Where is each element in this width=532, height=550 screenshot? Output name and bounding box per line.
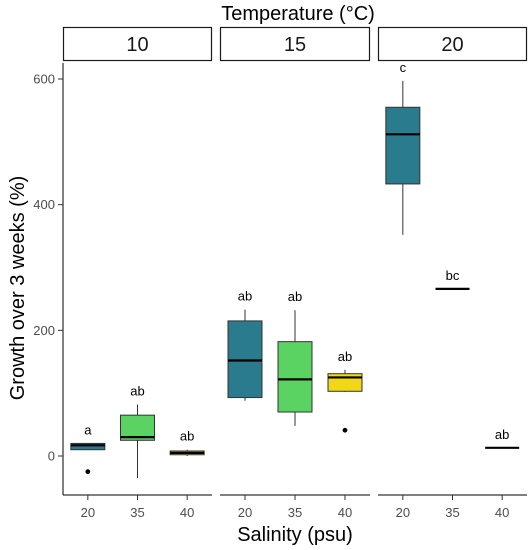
plot-area: 0 200 400 600 10 20 a 35 ab 40 ab 15 20 ab 35 ab 40 ab 20 2… bbox=[33, 26, 528, 520]
box bbox=[227, 320, 263, 399]
facet-strip bbox=[62, 26, 213, 62]
facet-strip-label: 10 bbox=[126, 34, 148, 56]
significance-letter: ab bbox=[180, 429, 194, 444]
x-tick-label: 35 bbox=[130, 505, 144, 520]
box bbox=[327, 373, 363, 392]
x-tick-label: 20 bbox=[81, 505, 95, 520]
x-tick-label: 35 bbox=[288, 505, 302, 520]
x-axis-title: Salinity (psu) bbox=[237, 524, 353, 546]
box bbox=[385, 106, 421, 185]
outlier-point bbox=[85, 469, 91, 475]
y-tick-label: 200 bbox=[33, 323, 55, 338]
x-tick-label: 20 bbox=[238, 505, 252, 520]
y-tick-label: 0 bbox=[48, 449, 55, 464]
significance-letter: ab bbox=[338, 349, 352, 364]
facet-strip bbox=[377, 26, 528, 62]
y-tick-label: 400 bbox=[33, 197, 55, 212]
facet-strip-label: 15 bbox=[284, 34, 306, 56]
significance-letter: ab bbox=[495, 427, 509, 442]
significance-letter: ab bbox=[130, 383, 144, 398]
outlier-point bbox=[342, 427, 348, 433]
x-tick-label: 40 bbox=[495, 505, 509, 520]
x-tick-label: 20 bbox=[396, 505, 410, 520]
chart-title: Temperature (°C) bbox=[221, 3, 375, 25]
significance-letter: ab bbox=[288, 289, 302, 304]
significance-letter: a bbox=[84, 422, 92, 437]
box bbox=[277, 341, 313, 413]
x-tick-label: 40 bbox=[338, 505, 352, 520]
facet-strip bbox=[219, 26, 371, 62]
facet-strip-label: 20 bbox=[441, 34, 463, 56]
significance-letter: c bbox=[400, 60, 407, 75]
x-tick-label: 40 bbox=[180, 505, 194, 520]
significance-letter: ab bbox=[238, 289, 252, 304]
y-axis-title: Growth over 3 weeks (%) bbox=[7, 176, 29, 401]
significance-letter: bc bbox=[446, 268, 460, 283]
x-tick-label: 35 bbox=[445, 505, 459, 520]
y-tick-label: 600 bbox=[33, 72, 55, 87]
box bbox=[70, 442, 106, 451]
